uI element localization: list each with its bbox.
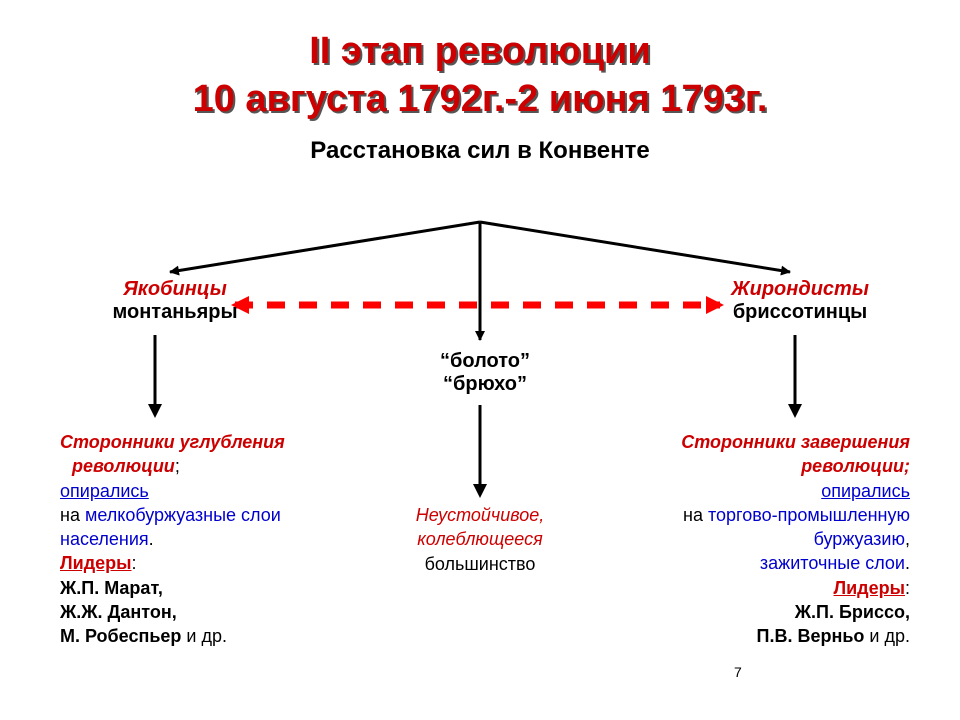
bl-l9b: и др. (181, 626, 227, 646)
title-line-1: II этап революции (0, 28, 960, 76)
br-l1: Сторонники завершения (681, 432, 910, 452)
br-l7a: Лидеры (833, 578, 905, 598)
title-line-2: 10 августа 1792г.-2 июня 1793г. (0, 76, 960, 124)
br-l9a: П.В. Верньо (757, 626, 865, 646)
subtitle: Расстановка сил в Конвенте (0, 137, 960, 165)
br-l5a: буржуазию (814, 529, 905, 549)
bl-l6a: Лидеры (60, 553, 132, 573)
bl-l8: Ж.Ж. Дантон, (60, 602, 177, 622)
main-title: II этап революции 10 августа 1792г.-2 ию… (0, 0, 960, 123)
br-l5b: , (905, 529, 910, 549)
bl-l3: опирались (60, 481, 149, 501)
bm-l2: колеблющееся (417, 529, 542, 549)
block-left: Сторонники углубления революции; опирали… (60, 430, 350, 649)
bl-l5b: . (149, 529, 154, 549)
br-l4a: на (683, 505, 708, 525)
col-left-head2: монтаньяры (90, 301, 260, 324)
bm-l3: большинство (425, 554, 536, 574)
col-left-head1: Якобинцы (90, 278, 260, 301)
page-number: 7 (734, 664, 742, 680)
col-mid-head1: “болото” (420, 350, 550, 373)
block-mid: Неустойчивое, колеблющееся большинство (380, 503, 580, 576)
col-right-head2: бриссотинцы (710, 301, 890, 324)
bl-l5a: населения (60, 529, 149, 549)
br-l3: опирались (821, 481, 910, 501)
bl-l7: Ж.П. Марат, (60, 578, 163, 598)
bl-l1: Сторонники углубления (60, 432, 285, 452)
br-l6b: . (905, 553, 910, 573)
bm-l1: Неустойчивое, (416, 505, 545, 525)
col-mid: “болото” “брюхо” (420, 350, 550, 396)
bl-l4a: на (60, 505, 85, 525)
br-l6a: зажиточные слои (760, 553, 905, 573)
br-l7b: : (905, 578, 910, 598)
col-right: Жирондисты бриссотинцы (710, 278, 890, 324)
bl-l9a: М. Робеспьер (60, 626, 181, 646)
br-l4b: торгово-промышленную (708, 505, 910, 525)
col-mid-head2: “брюхо” (420, 373, 550, 396)
bl-l6b: : (132, 553, 137, 573)
col-left: Якобинцы монтаньяры (90, 278, 260, 324)
br-l2: революции; (801, 456, 910, 476)
block-right: Сторонники завершения революции; опирали… (610, 430, 910, 649)
col-right-head1: Жирондисты (710, 278, 890, 301)
bl-l2a: революции (60, 456, 175, 476)
bl-l2b: ; (175, 456, 180, 476)
br-l8: Ж.П. Бриссо, (795, 602, 910, 622)
br-l9b: и др. (864, 626, 910, 646)
bl-l4b: мелкобуржуазные слои (85, 505, 281, 525)
